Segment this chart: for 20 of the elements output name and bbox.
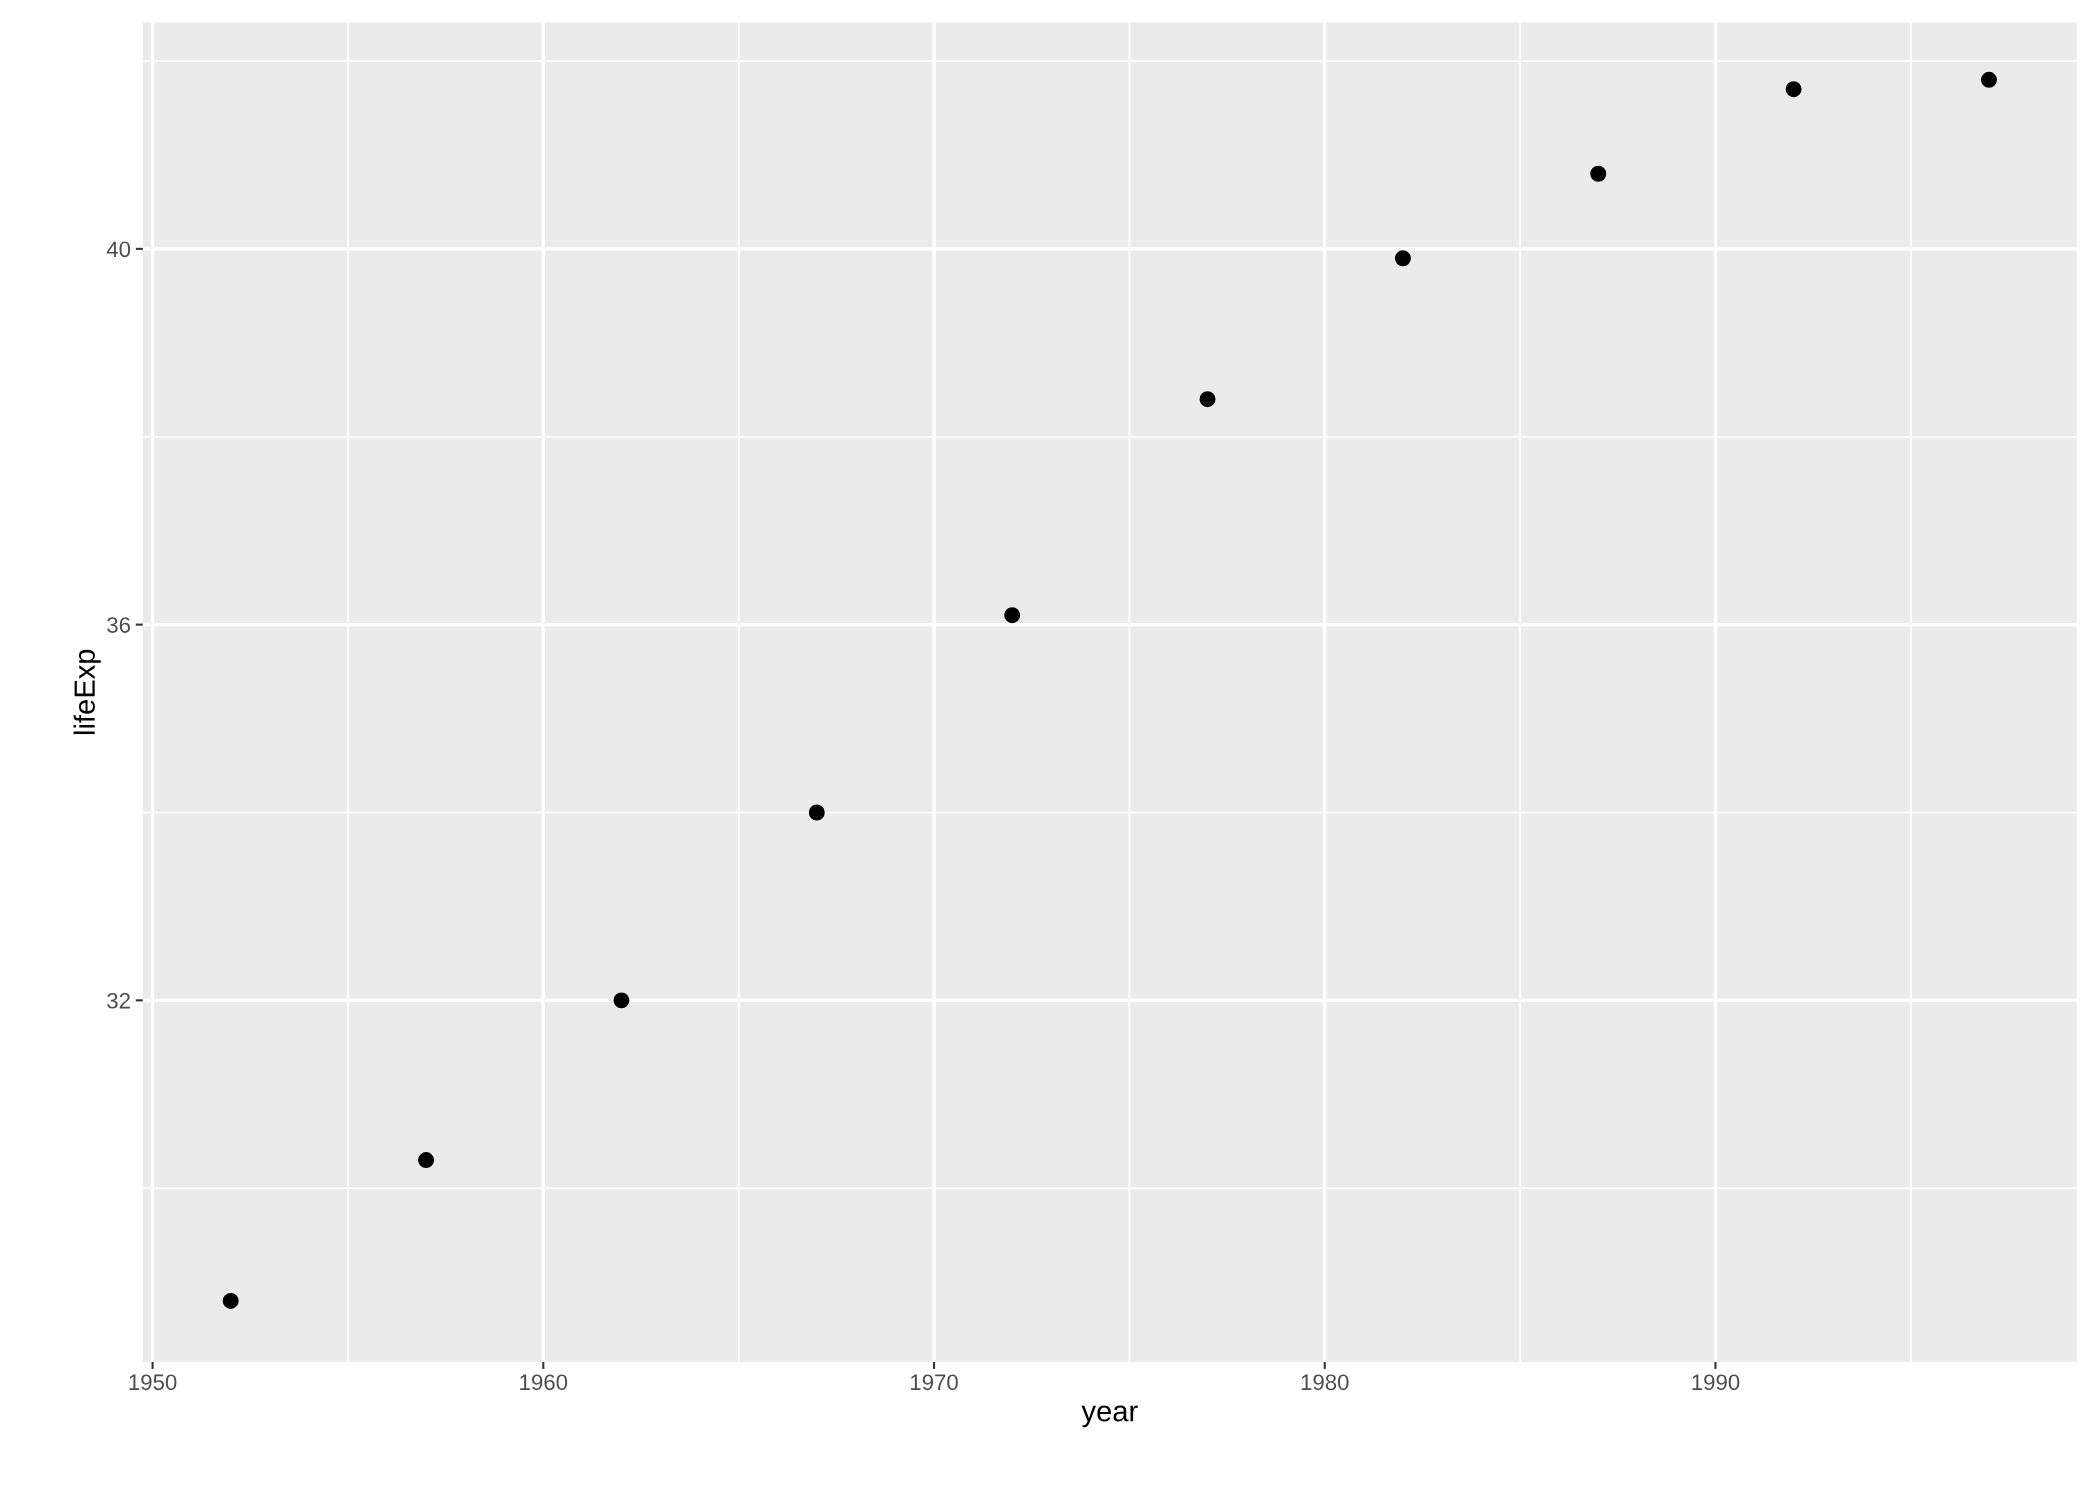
y-tick-label: 40 xyxy=(106,241,131,258)
x-tick-label: 1980 xyxy=(1301,1374,1349,1391)
x-tick-label: 1950 xyxy=(129,1374,177,1391)
point xyxy=(613,992,630,1009)
point xyxy=(1199,391,1216,408)
point xyxy=(808,804,825,821)
point xyxy=(418,1152,435,1169)
point xyxy=(1981,71,1997,88)
x-tick-label: 1990 xyxy=(1692,1374,1740,1391)
x-tick-label: 1960 xyxy=(520,1374,568,1391)
point xyxy=(1394,250,1411,267)
point xyxy=(1590,165,1607,182)
x-tick-label: 1970 xyxy=(911,1374,958,1391)
point xyxy=(222,1292,239,1309)
y-axis-title: lifeExp xyxy=(73,649,101,735)
point xyxy=(1785,81,1802,98)
x-axis-title: year xyxy=(1081,1405,1138,1428)
y-tick-label: 36 xyxy=(107,617,131,633)
point xyxy=(1004,607,1021,624)
y-tick-label: 32 xyxy=(107,992,130,1009)
